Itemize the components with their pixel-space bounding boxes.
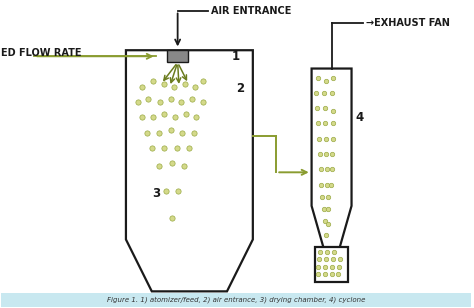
Text: →EXHAUST FAN: →EXHAUST FAN <box>365 18 449 28</box>
Text: Figure 1. 1) atomizer/feed, 2) air entrance, 3) drying chamber, 4) cyclone: Figure 1. 1) atomizer/feed, 2) air entra… <box>107 297 365 303</box>
Text: 4: 4 <box>356 111 364 124</box>
Text: 1: 1 <box>232 50 240 63</box>
Bar <box>1 293 471 306</box>
Bar <box>315 247 348 282</box>
Text: 2: 2 <box>237 82 245 95</box>
Text: ED FLOW RATE: ED FLOW RATE <box>1 48 82 58</box>
Text: AIR ENTRANCE: AIR ENTRANCE <box>210 6 291 15</box>
Bar <box>167 50 188 63</box>
Text: 3: 3 <box>152 187 160 200</box>
